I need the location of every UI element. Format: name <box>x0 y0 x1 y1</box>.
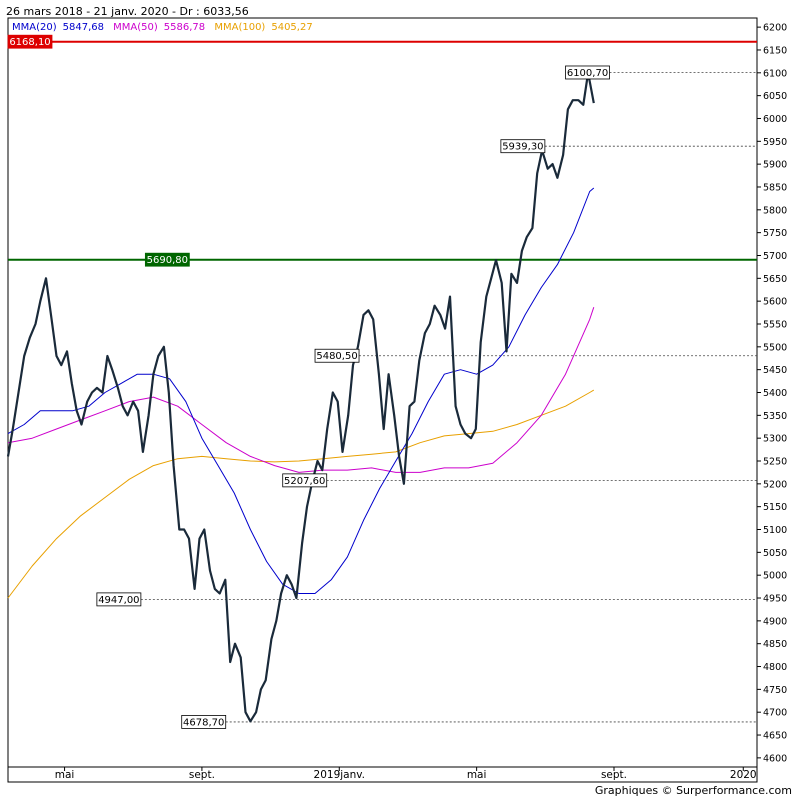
y-tick-label: 5900 <box>763 160 787 171</box>
level-label: 5480,50 <box>316 351 357 362</box>
x-tick-label: sept. <box>189 769 215 781</box>
y-tick-label: 4650 <box>763 731 787 742</box>
y-tick-label: 5600 <box>763 297 787 308</box>
level-label-box <box>144 252 190 267</box>
legend-mma100-label: MMA(100) <box>214 22 266 33</box>
y-tick-label: 5100 <box>763 525 787 536</box>
y-tick-label: 5950 <box>763 137 787 148</box>
mma20-line <box>7 187 595 594</box>
moving-average-legend: MMA(20) 5847,68 MMA(50) 5586,78 MMA(100) 54… <box>12 22 319 33</box>
y-tick-label: 4700 <box>763 708 787 719</box>
y-tick-label: 5750 <box>763 228 787 239</box>
plot-frame <box>7 17 758 768</box>
y-tick-label: 5700 <box>763 251 787 262</box>
x-tick-label: 2019janv. <box>314 769 365 781</box>
y-tick-label: 4850 <box>763 639 787 650</box>
level-label-box <box>181 715 227 729</box>
x-tick-label: sept. <box>601 769 627 781</box>
y-tick-label: 5300 <box>763 434 787 445</box>
level-label: 6168,10 <box>9 37 50 48</box>
legend-mma20-value: 5847,68 <box>62 22 104 33</box>
y-tick-label: 6050 <box>763 91 787 102</box>
mma50-line <box>7 307 595 473</box>
y-tick-label: 4750 <box>763 685 787 696</box>
y-tick-label: 5350 <box>763 411 787 422</box>
footer-credit: Graphiques © Surperformance.com <box>594 784 792 797</box>
y-tick-label: 5500 <box>763 342 787 353</box>
level-label-box <box>96 592 142 607</box>
level-label-box <box>314 348 360 363</box>
legend-mma50-value: 5586,78 <box>163 22 206 33</box>
level-label-box <box>282 473 328 488</box>
y-tick-label: 5650 <box>763 274 787 285</box>
price-line <box>6 71 595 723</box>
y-tick-label: 6100 <box>763 68 787 79</box>
legend-mma50-label: MMA(50) <box>113 22 158 33</box>
y-tick-label: 4950 <box>763 594 787 605</box>
y-tick-label: 4900 <box>763 616 787 627</box>
y-tick-label: 4600 <box>763 753 787 764</box>
level-label-box <box>565 65 610 80</box>
y-tick-label: 5050 <box>763 548 787 559</box>
y-tick-label: 5150 <box>763 502 787 513</box>
y-tick-label: 5450 <box>763 365 787 376</box>
y-tick-label: 5850 <box>763 182 787 193</box>
y-tick-label: 6000 <box>763 114 787 125</box>
y-tick-label: 6150 <box>763 45 787 56</box>
y-tick-label: 5000 <box>763 571 787 582</box>
y-tick-label: 5250 <box>763 457 787 468</box>
level-label: 5207,60 <box>284 476 325 487</box>
y-tick-label: 5800 <box>763 205 787 216</box>
level-label-box <box>500 139 546 154</box>
x-tick-label: mai <box>55 769 75 781</box>
level-label: 5939,30 <box>502 142 543 153</box>
x-tick-label: 2020 <box>730 769 757 781</box>
x-axis-band <box>7 766 758 783</box>
legend-mma20-label: MMA(20) <box>12 22 57 33</box>
x-tick-label: mai <box>467 769 487 781</box>
y-tick-label: 5200 <box>763 479 787 490</box>
y-tick-label: 5550 <box>763 319 787 330</box>
mma100-line <box>7 389 595 599</box>
level-label: 6100,70 <box>567 68 608 79</box>
chart-header: 26 mars 2018 - 21 janv. 2020 - Dr : 6033… <box>6 5 249 18</box>
y-tick-label: 4800 <box>763 662 787 673</box>
y-tick-label: 5400 <box>763 388 787 399</box>
level-label: 4947,00 <box>98 595 139 606</box>
legend-mma100-value: 5405,27 <box>271 22 313 33</box>
level-label: 4678,70 <box>183 717 224 728</box>
level-label-box <box>7 34 53 49</box>
level-label: 5690,80 <box>147 255 188 266</box>
y-tick-label: 6200 <box>763 23 787 34</box>
